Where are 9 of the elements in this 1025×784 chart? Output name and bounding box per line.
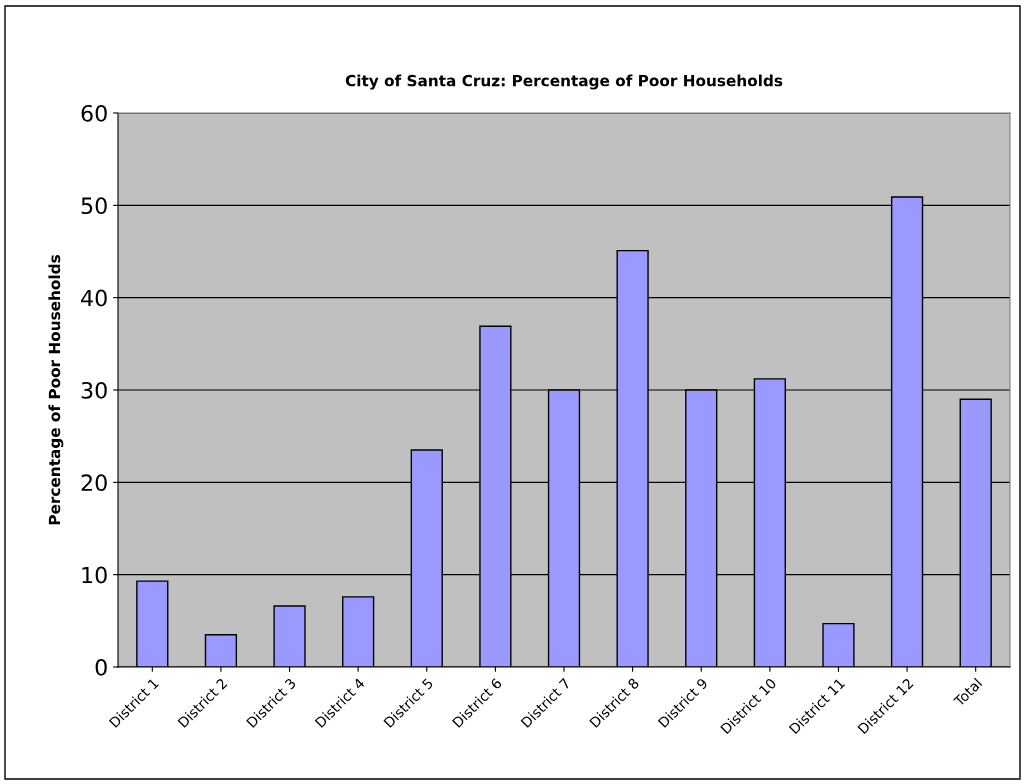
y-tick-label: 60 — [81, 104, 107, 122]
y-tick-label: 50 — [81, 197, 107, 215]
y-tick-label: 20 — [81, 474, 107, 492]
y-tick-label: 30 — [81, 381, 107, 399]
chart-title: City of Santa Cruz: Percentage of Poor Households — [345, 74, 783, 90]
y-tick-label: 40 — [81, 289, 107, 307]
y-tick-label: 10 — [82, 566, 107, 584]
y-tick-label: 0 — [95, 658, 107, 676]
y-axis-title: Percentage of Poor Households — [48, 255, 64, 525]
